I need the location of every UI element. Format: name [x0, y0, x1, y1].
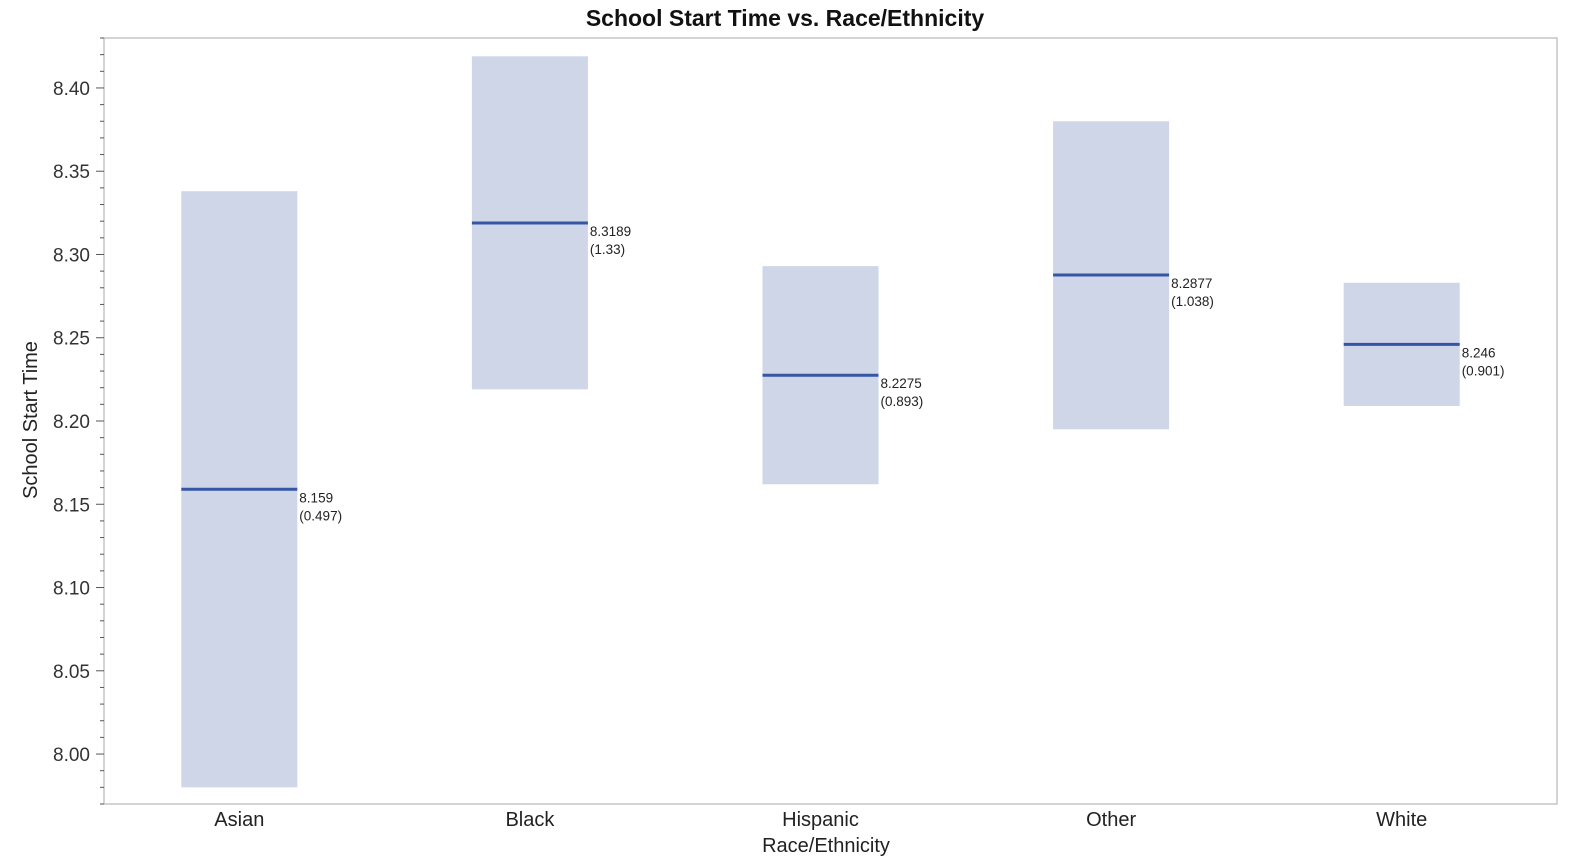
sd-label: (1.33) — [590, 242, 625, 257]
y-tick-label: 8.35 — [53, 162, 90, 183]
y-tick-label: 8.40 — [53, 79, 90, 100]
x-tick-label: Asian — [214, 809, 264, 831]
mean-label: 8.159 — [299, 490, 333, 505]
x-tick-label: Hispanic — [782, 809, 859, 831]
sd-label: (0.497) — [299, 508, 342, 523]
mean-label: 8.3189 — [590, 224, 631, 239]
y-tick-label: 8.10 — [53, 579, 90, 600]
y-tick-label: 8.30 — [53, 245, 90, 266]
data-series: 8.159 (0.497) 8.3189 (1.33) 8.2275 (0.893) 8.2… — [181, 56, 1505, 788]
x-axis: Asian Black Hispanic Other White — [214, 809, 1427, 831]
sd-label: (1.038) — [1171, 294, 1214, 309]
sd-label: (0.893) — [881, 394, 924, 409]
x-tick-label: Black — [505, 809, 555, 831]
y-tick-label: 8.00 — [53, 745, 90, 766]
y-tick-label: 8.15 — [53, 495, 90, 516]
y-tick-label: 8.20 — [53, 412, 90, 433]
y-tick-label: 8.25 — [53, 329, 90, 350]
x-axis-label: Race/Ethnicity — [762, 835, 890, 857]
sd-label: (0.901) — [1462, 363, 1505, 378]
mean-label: 8.2877 — [1171, 276, 1212, 291]
x-tick-label: Other — [1086, 809, 1136, 831]
y-tick-label: 8.05 — [53, 662, 90, 683]
y-axis: 8.00 8.05 8.10 8.15 8.20 8.25 8.30 8.35 8.40 — [53, 37, 104, 805]
chart-title: School Start Time vs. Race/Ethnicity — [586, 5, 985, 31]
mean-label: 8.246 — [1462, 345, 1496, 360]
y-axis-label: School Start Time — [20, 341, 42, 499]
x-tick-label: White — [1376, 809, 1427, 831]
mean-label: 8.2275 — [881, 376, 922, 391]
